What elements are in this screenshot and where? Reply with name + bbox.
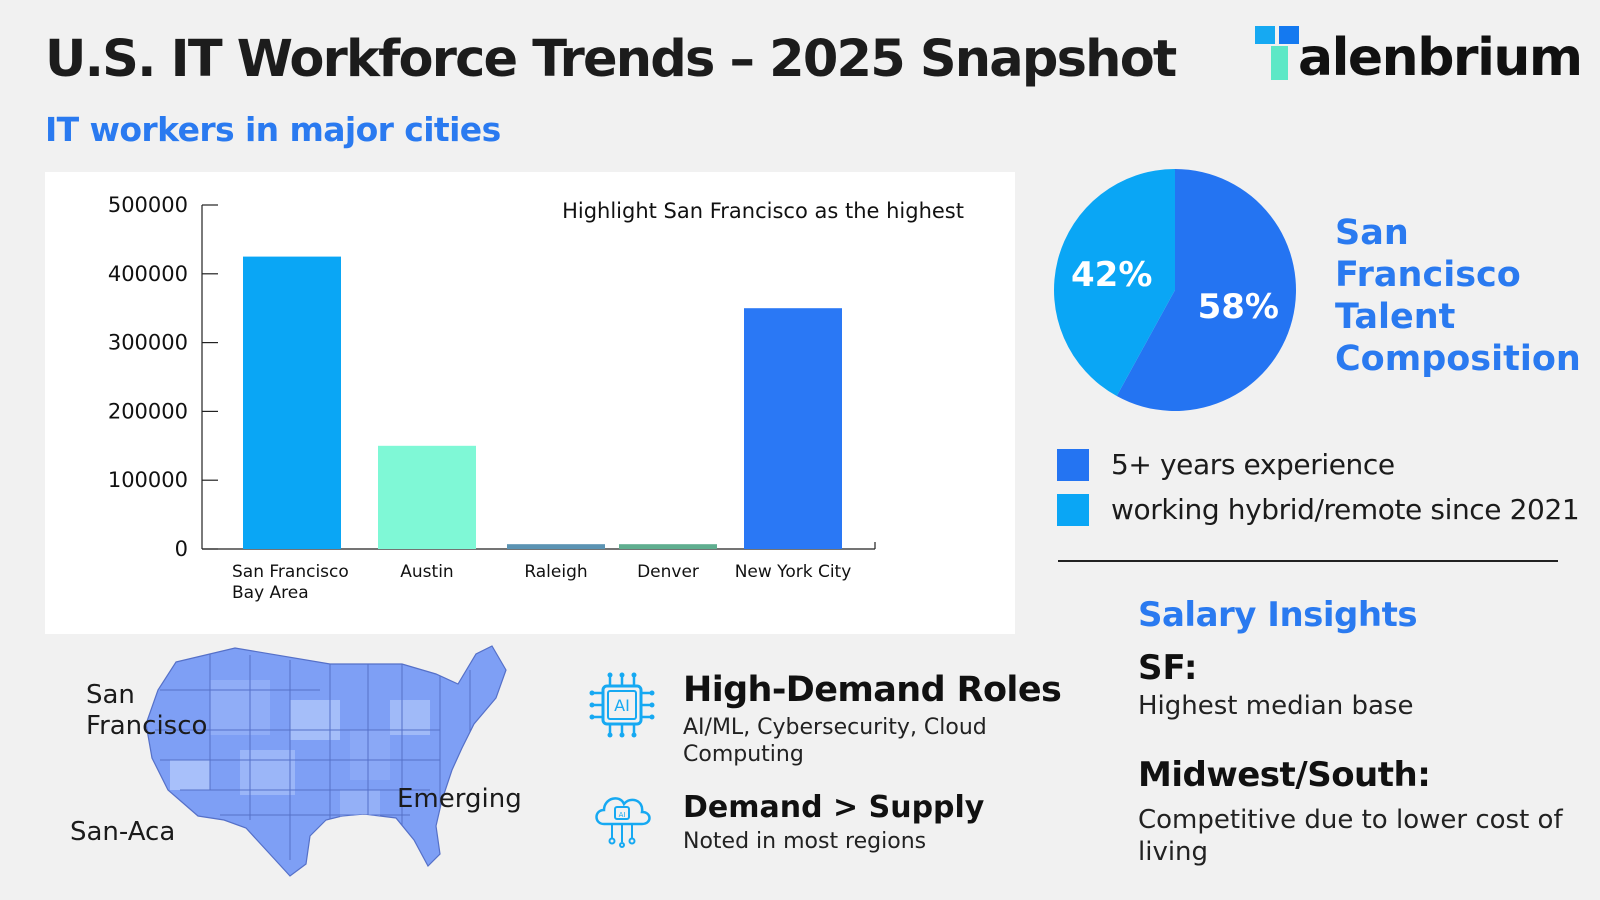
talenbrium-logo	[1255, 26, 1299, 80]
pie-label-hybrid: 42%	[1071, 255, 1152, 295]
section-divider	[1058, 560, 1558, 562]
y-tick-label: 100000	[108, 468, 188, 492]
x-tick-label-raleigh: Raleigh	[524, 562, 587, 582]
legend-label-hybrid: working hybrid/remote since 2021	[1111, 493, 1580, 526]
x-tick-label-new-york-city: New York City	[735, 562, 852, 582]
bar-san-francisco	[243, 256, 341, 549]
sf-salary-label: SF:	[1138, 648, 1198, 688]
pie-label-experience: 58%	[1198, 287, 1279, 327]
logo-square-blue	[1279, 26, 1299, 44]
bar-chart: 0 100000 200000 300000 400000 500000 San Franc…	[108, 193, 964, 603]
chart-annotation: Highlight San Francisco as the highest	[562, 199, 964, 223]
x-tick-label-san-francisco: Bay Area	[232, 583, 309, 603]
midwest-south-label: Midwest/South:	[1138, 755, 1431, 795]
legend-swatch-experience	[1057, 448, 1089, 481]
map-label-san-aca: San-Aca	[70, 817, 176, 847]
y-tick-label: 500000	[108, 193, 188, 217]
y-tick-label: 200000	[108, 399, 188, 423]
high-demand-roles-title: High-Demand Roles	[683, 670, 1062, 710]
bar-denver	[619, 544, 717, 549]
legend-label-experience: 5+ years experience	[1111, 448, 1395, 481]
pie-slice-hybrid	[1054, 169, 1175, 397]
y-tick-label: 0	[175, 537, 188, 561]
svg-text:AI: AI	[614, 696, 630, 715]
pie-chart: 58% 42%	[1054, 169, 1296, 411]
sf-salary-text: Highest median base	[1138, 691, 1414, 721]
logo-wordmark: alenbrium	[1298, 28, 1583, 88]
x-tick-label-austin: Austin	[400, 562, 453, 582]
ai-chip-icon: AI	[589, 672, 655, 738]
chart-subtitle: IT workers in major cities	[45, 110, 501, 149]
legend-item-hybrid: working hybrid/remote since 2021	[1057, 493, 1580, 526]
bar-raleigh	[507, 544, 605, 549]
pie-chart-title: San Francisco Talent Composition	[1335, 213, 1581, 379]
legend-item-experience: 5+ years experience	[1057, 448, 1395, 481]
us-map	[145, 645, 507, 877]
pie-slice-experience	[1116, 169, 1296, 411]
bar-new-york-city	[744, 308, 842, 549]
map-label-san-francisco: San Francisco	[86, 680, 208, 741]
y-tick-label: 300000	[108, 331, 188, 355]
svg-text:AI: AI	[619, 811, 626, 819]
salary-insights-heading: Salary Insights	[1138, 595, 1418, 635]
legend-swatch-hybrid	[1057, 493, 1089, 526]
demand-supply-title: Demand > Supply	[683, 790, 985, 825]
high-demand-roles-text: AI/ML, Cybersecurity, Cloud Computing	[683, 715, 987, 767]
bar-chart-card: 0 100000 200000 300000 400000 500000 San Franc…	[45, 172, 1015, 634]
demand-supply-text: Noted in most regions	[683, 829, 927, 854]
logo-stem-teal	[1271, 46, 1288, 80]
bar-austin	[378, 445, 476, 549]
x-tick-label-san-francisco: San Francisco	[232, 562, 349, 582]
midwest-south-text: Competitive due to lower cost of living	[1138, 805, 1563, 867]
y-tick-label: 400000	[108, 262, 188, 286]
ai-cloud-icon: AI	[595, 797, 651, 848]
x-tick-label-denver: Denver	[637, 562, 699, 582]
us-map-states	[155, 650, 471, 860]
logo-square-cyan	[1255, 26, 1275, 44]
page-title: U.S. IT Workforce Trends – 2025 Snapshot	[45, 30, 1177, 89]
map-label-emerging: Emerging	[397, 784, 522, 814]
